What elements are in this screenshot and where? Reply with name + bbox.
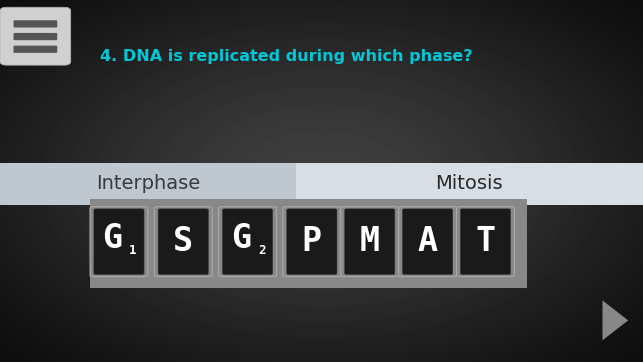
Text: Interphase: Interphase [96,174,200,193]
FancyBboxPatch shape [14,20,57,28]
Text: 1: 1 [129,244,137,257]
Polygon shape [602,300,628,340]
FancyBboxPatch shape [14,46,57,53]
FancyBboxPatch shape [296,163,643,205]
FancyBboxPatch shape [90,207,148,277]
Text: M: M [359,225,380,258]
FancyBboxPatch shape [158,209,208,274]
FancyBboxPatch shape [94,209,144,274]
Text: Mitosis: Mitosis [435,174,503,193]
FancyBboxPatch shape [403,209,453,274]
FancyBboxPatch shape [219,207,276,277]
FancyBboxPatch shape [222,209,273,274]
Text: S: S [173,225,194,258]
Text: 2: 2 [258,244,266,257]
FancyBboxPatch shape [460,209,511,274]
Text: T: T [475,225,496,258]
FancyBboxPatch shape [154,207,212,277]
Text: A: A [417,225,438,258]
Text: P: P [302,225,322,258]
FancyBboxPatch shape [0,7,71,65]
Text: G: G [231,222,251,254]
FancyBboxPatch shape [457,207,514,277]
Text: 4. DNA is replicated during which phase?: 4. DNA is replicated during which phase? [100,49,472,64]
FancyBboxPatch shape [0,163,296,205]
FancyBboxPatch shape [341,207,399,277]
FancyBboxPatch shape [90,199,527,288]
FancyBboxPatch shape [345,209,395,274]
Text: G: G [102,222,123,254]
FancyBboxPatch shape [283,207,341,277]
FancyBboxPatch shape [287,209,337,274]
FancyBboxPatch shape [399,207,457,277]
FancyBboxPatch shape [14,33,57,40]
